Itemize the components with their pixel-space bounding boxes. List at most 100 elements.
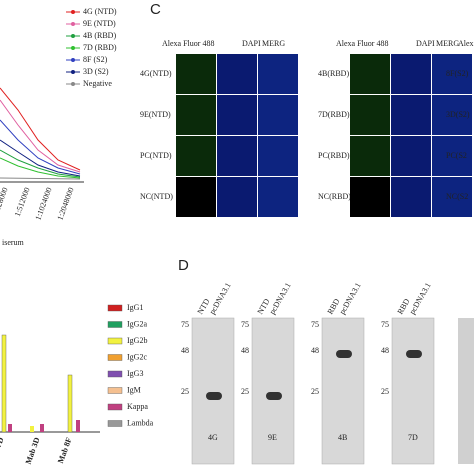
x-tick-label: 1:512000 — [13, 186, 32, 217]
micrograph — [258, 95, 298, 135]
row-label: 8F(S2) — [446, 69, 469, 78]
legend-marker — [71, 34, 75, 38]
micrograph — [391, 95, 431, 135]
lane-label: pcDNA3.1 — [268, 281, 293, 316]
column-header: Alexa Fluor 488 — [162, 39, 214, 48]
marker-label: 25 — [381, 387, 389, 396]
column-header: Alexa Fluor 488 — [336, 39, 388, 48]
panel-label: C — [150, 1, 161, 18]
marker-label: 25 — [241, 387, 249, 396]
legend-swatch — [107, 420, 123, 427]
micrograph — [176, 95, 216, 135]
legend-label: 4B (RBD) — [83, 31, 116, 40]
legend-label: IgG1 — [127, 303, 143, 312]
sample-label: 4B — [338, 433, 347, 442]
x-tick-label: 1:2048000 — [55, 186, 75, 221]
blot — [391, 317, 435, 465]
micrograph — [391, 177, 431, 217]
legend-swatch — [107, 321, 123, 328]
line-curves — [0, 87, 84, 183]
row-label: 4B(RBD) — [318, 69, 349, 78]
column-header: DAPI — [242, 39, 261, 48]
legend-label: 3D (S2) — [83, 67, 109, 76]
micrograph — [391, 54, 431, 94]
legend-label: IgG2c — [127, 352, 147, 361]
row-label: 3D(S2) — [446, 110, 470, 119]
marker-label: 75 — [181, 320, 189, 329]
micrograph — [176, 54, 216, 94]
x-tick-label: Mab 3D — [24, 436, 42, 465]
column-header: Alex — [458, 39, 474, 48]
column-header: MERG — [262, 39, 285, 48]
marker-label: 75 — [381, 320, 389, 329]
sample-label: 4G — [208, 433, 218, 442]
marker-label: 75 — [241, 320, 249, 329]
axis-title: iserum — [2, 238, 25, 247]
micrograph — [258, 136, 298, 176]
legend-label: 4G (NTD) — [83, 7, 117, 16]
marker-label: 48 — [241, 346, 249, 355]
legend-marker — [71, 70, 75, 74]
legend-label: IgG3 — [127, 369, 143, 378]
lane-label: pcDNA3.1 — [338, 281, 363, 316]
row-label: PC(NTD) — [140, 151, 172, 160]
micrograph — [217, 54, 257, 94]
band — [336, 350, 352, 358]
micrograph — [350, 177, 390, 217]
blot — [458, 318, 474, 464]
micrograph — [432, 177, 472, 217]
x-tick-label: 1:1024000 — [33, 186, 53, 221]
micrograph — [432, 136, 472, 176]
micrograph — [176, 177, 216, 217]
legend-marker — [71, 22, 75, 26]
micrograph — [391, 136, 431, 176]
band — [266, 392, 282, 400]
legend-label: 9E (NTD) — [83, 19, 116, 28]
lane-label: pcDNA3.1 — [408, 281, 433, 316]
legend-swatch — [107, 403, 123, 411]
micrograph — [176, 136, 216, 176]
blot — [251, 317, 295, 465]
legend-swatch — [107, 370, 123, 378]
micrograph — [217, 95, 257, 135]
x-tick-label: Mab 8F — [56, 436, 74, 464]
micrograph — [350, 54, 390, 94]
legend-swatch — [107, 337, 123, 345]
column-header: DAPI — [416, 39, 435, 48]
micrograph — [217, 136, 257, 176]
legend-marker — [71, 10, 75, 14]
marker-label: 25 — [311, 387, 319, 396]
blot — [321, 317, 365, 465]
marker-label: 75 — [311, 320, 319, 329]
legend-swatch — [107, 387, 123, 394]
marker-label: 25 — [181, 387, 189, 396]
legend-label: 8F (S2) — [83, 55, 108, 64]
sample-label: 9E — [268, 433, 277, 442]
marker-label: 48 — [381, 346, 389, 355]
legend-label: IgG2b — [127, 336, 147, 345]
legend-marker — [71, 46, 75, 50]
row-label: NC(S2 — [446, 192, 468, 201]
x-tick-label: 128000 — [0, 186, 10, 212]
marker-label: 48 — [181, 346, 189, 355]
micrograph — [350, 136, 390, 176]
legend-swatch — [107, 304, 123, 312]
row-label: NC(RBD) — [318, 192, 351, 201]
row-label: 9E(NTD) — [140, 110, 171, 119]
legend-label: IgG2a — [127, 319, 147, 328]
legend-marker — [71, 82, 75, 86]
legend-marker — [71, 58, 75, 62]
band — [206, 392, 222, 400]
x-tick-label: 7D — [0, 436, 6, 448]
marker-label: 48 — [311, 346, 319, 355]
legend-label: IgM — [127, 385, 141, 394]
row-label: 7D(RBD) — [318, 110, 350, 119]
micrograph — [258, 54, 298, 94]
legend-swatch — [107, 354, 123, 361]
micrograph — [432, 95, 472, 135]
row-label: 4G(NTD) — [140, 69, 172, 78]
blot — [191, 317, 235, 465]
row-label: PC(S2 — [446, 151, 467, 160]
legend-label: Lambda — [127, 418, 154, 427]
